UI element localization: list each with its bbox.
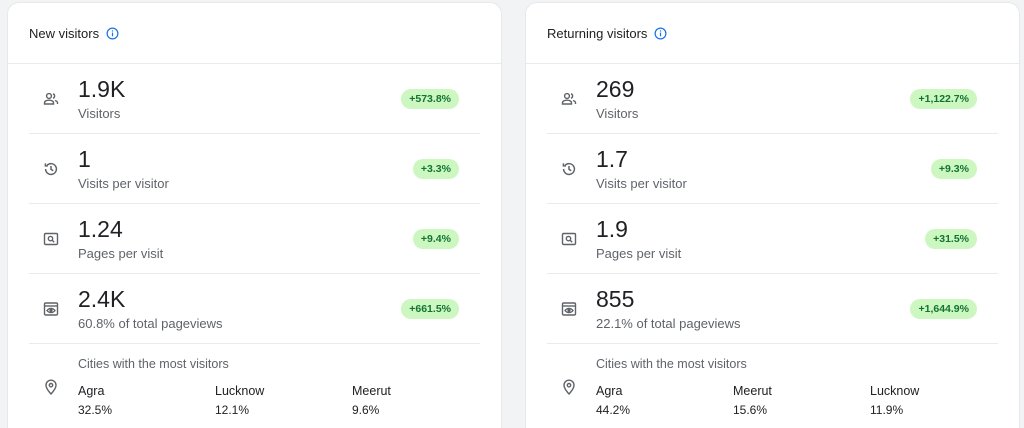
new-visitors-card: New visitors 1.9K Visitors +573.8% 1 Vis…	[7, 2, 502, 428]
metric-row-visits-per-visitor: 1 Visits per visitor +3.3%	[29, 134, 480, 204]
city-percent: 11.9%	[870, 403, 904, 417]
metric-value: 1.9K	[78, 76, 126, 102]
city-name: Agra	[596, 384, 623, 398]
metric-value: 1.7	[596, 146, 628, 172]
change-badge: +661.5%	[401, 299, 459, 319]
location-pin-icon	[561, 378, 577, 401]
change-badge: +3.3%	[412, 159, 459, 179]
page-search-icon	[560, 230, 578, 248]
metric-value: 1.24	[78, 216, 123, 242]
page-search-icon	[42, 230, 60, 248]
city-item: Lucknow 12.1%	[215, 384, 264, 417]
metric-label: Pages per visit	[596, 246, 682, 261]
pageview-eye-icon	[42, 300, 60, 318]
metric-label: Pages per visit	[78, 246, 164, 261]
card-title: New visitors	[29, 26, 100, 41]
change-badge: +9.3%	[930, 159, 977, 179]
city-name: Agra	[78, 384, 105, 398]
metric-label: Visitors	[596, 106, 639, 121]
metric-row-visitors: 1.9K Visitors +573.8%	[29, 64, 480, 134]
city-percent: 44.2%	[596, 403, 631, 417]
metric-row-pageviews: 855 22.1% of total pageviews +1,644.9%	[547, 274, 998, 344]
city-item: Meerut 9.6%	[352, 384, 391, 417]
city-percent: 32.5%	[78, 403, 113, 417]
cities-title: Cities with the most visitors	[596, 357, 747, 371]
card-title: Returning visitors	[547, 26, 648, 41]
city-item: Meerut 15.6%	[733, 384, 772, 417]
metric-row-visitors: 269 Visitors +1,122.7%	[547, 64, 998, 134]
people-icon	[560, 90, 578, 108]
metric-label: Visits per visitor	[596, 176, 687, 191]
returning-visitors-card: Returning visitors 269 Visitors +1,122.7…	[525, 2, 1020, 428]
metric-value: 1.9	[596, 216, 628, 242]
city-item: Agra 32.5%	[78, 384, 112, 417]
metric-label: 22.1% of total pageviews	[596, 316, 741, 331]
metric-row-visits-per-visitor: 1.7 Visits per visitor +9.3%	[547, 134, 998, 204]
change-badge: +573.8%	[401, 89, 459, 109]
info-icon[interactable]	[106, 27, 119, 40]
metric-value: 269	[596, 76, 635, 102]
metric-row-pages-per-visit: 1.9 Pages per visit +31.5%	[547, 204, 998, 274]
city-name: Lucknow	[870, 384, 920, 398]
card-header: Returning visitors	[526, 3, 1019, 64]
change-badge: +1,122.7%	[910, 89, 977, 109]
history-icon	[42, 160, 60, 178]
city-percent: 12.1%	[215, 403, 250, 417]
city-percent: 9.6%	[352, 403, 380, 417]
city-name: Lucknow	[215, 384, 265, 398]
pageview-eye-icon	[560, 300, 578, 318]
city-item: Agra 44.2%	[596, 384, 630, 417]
metric-row-pages-per-visit: 1.24 Pages per visit +9.4%	[29, 204, 480, 274]
change-badge: +1,644.9%	[910, 299, 977, 319]
metric-value: 1	[78, 146, 91, 172]
metric-label: Visitors	[78, 106, 121, 121]
city-name: Meerut	[352, 384, 391, 398]
city-item: Lucknow 11.9%	[870, 384, 919, 417]
cities-title: Cities with the most visitors	[78, 357, 229, 371]
metric-label: 60.8% of total pageviews	[78, 316, 223, 331]
history-icon	[560, 160, 578, 178]
top-cities-section: Cities with the most visitors Agra 32.5%…	[29, 344, 480, 428]
metric-value: 855	[596, 286, 635, 312]
location-pin-icon	[43, 378, 59, 401]
change-badge: +31.5%	[925, 229, 977, 249]
people-icon	[42, 90, 60, 108]
metric-label: Visits per visitor	[78, 176, 169, 191]
city-percent: 15.6%	[733, 403, 768, 417]
card-header: New visitors	[8, 3, 501, 64]
change-badge: +9.4%	[412, 229, 459, 249]
top-cities-section: Cities with the most visitors Agra 44.2%…	[547, 344, 998, 428]
metric-row-pageviews: 2.4K 60.8% of total pageviews +661.5%	[29, 274, 480, 344]
info-icon[interactable]	[654, 27, 667, 40]
metric-value: 2.4K	[78, 286, 126, 312]
city-name: Meerut	[733, 384, 772, 398]
